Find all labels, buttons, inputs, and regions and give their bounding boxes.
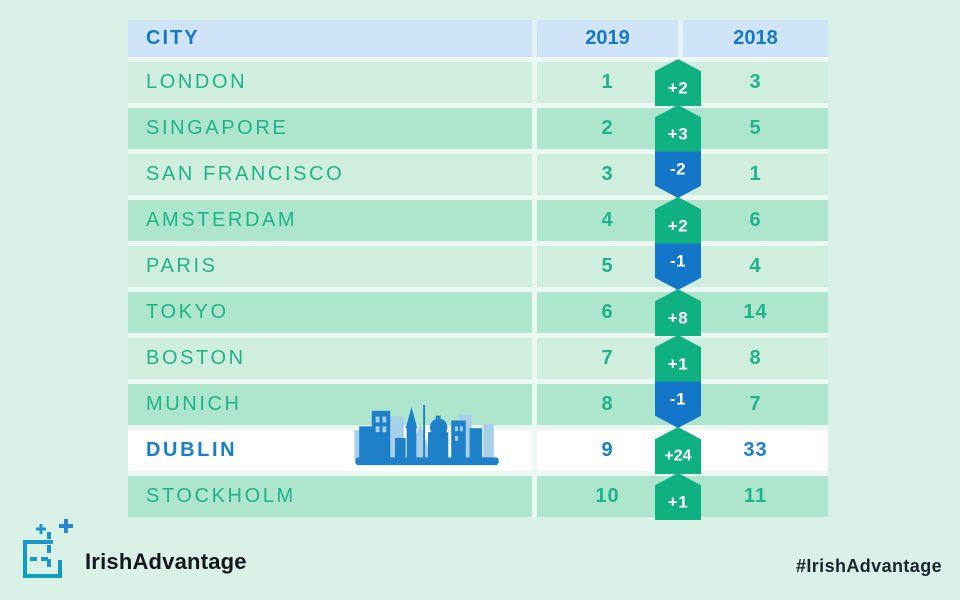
irish-advantage-logo-icon	[23, 519, 73, 578]
rank-2018-value: 11	[743, 485, 768, 507]
rank-2019-cell: 7	[537, 338, 678, 379]
table-header-row: CITY 2019 2018	[128, 20, 828, 57]
rank-2018-value: 5	[749, 117, 762, 139]
dublin-skyline-icon	[354, 405, 499, 466]
table-row: BOSTON	[128, 335, 828, 382]
brand-name: IrishAdvantage	[85, 549, 247, 574]
city-cell: SINGAPORE	[128, 108, 532, 149]
table-row: SINGAPORE	[128, 105, 828, 152]
city-name: SAN FRANCISCO	[146, 163, 345, 185]
rank-2018-cell: 1	[683, 154, 828, 195]
rank-change-value: -1	[669, 389, 687, 408]
rank-2018-value: 8	[749, 347, 762, 369]
rank-2018-cell: 4	[683, 246, 828, 287]
rank-2019-value: 2	[601, 117, 614, 139]
hashtag-label: #IrishAdvantage	[795, 556, 942, 576]
city-cell: PARIS	[128, 246, 532, 287]
rank-2018-cell: 3	[683, 62, 828, 103]
rank-2019-cell: 1	[537, 62, 678, 103]
rank-2018-cell: 5	[683, 108, 828, 149]
table-row: DUBLIN	[128, 405, 828, 474]
city-name: BOSTON	[146, 347, 246, 369]
table-row: PARIS	[128, 243, 828, 290]
rank-2018-cell: 8	[683, 338, 828, 379]
city-name: LONDON	[146, 71, 248, 93]
table-row: LONDON	[128, 59, 828, 106]
table-row: STOCKHOLM	[128, 473, 828, 520]
rank-2019-cell: 9	[537, 430, 678, 471]
city-cell: DUBLIN	[128, 405, 532, 471]
rank-2018-cell: 14	[683, 292, 828, 333]
header-2018: 2018	[683, 20, 828, 57]
rank-2018-value: 1	[749, 163, 762, 185]
rank-2019-value: 3	[601, 163, 614, 185]
city-cell: SAN FRANCISCO	[128, 154, 532, 195]
city-name: MUNICH	[146, 393, 242, 415]
rank-2019-value: 8	[601, 393, 614, 415]
rank-2019-value: 7	[601, 347, 614, 369]
header-city: CITY	[128, 20, 532, 57]
header-2019: 2019	[537, 20, 678, 57]
city-name: STOCKHOLM	[146, 485, 296, 507]
rank-2019-value: 9	[601, 439, 614, 461]
rank-change-value: -2	[669, 159, 687, 178]
rank-2019-cell: 2	[537, 108, 678, 149]
city-cell: TOKYO	[128, 292, 532, 333]
city-name: DUBLIN	[146, 439, 238, 461]
rank-change-value: +24	[664, 447, 692, 464]
rank-2018-cell: 33	[683, 430, 828, 471]
rank-2019-cell: 5	[537, 246, 678, 287]
rank-2019-value: 5	[601, 255, 614, 277]
rank-2019-cell: 8	[537, 384, 678, 425]
city-ranking-table: CITY 2019 2018 LONDON	[128, 20, 828, 520]
rank-2019-cell: 10	[537, 476, 678, 517]
rank-change-value: -1	[669, 251, 687, 270]
rank-2019-cell: 3	[537, 154, 678, 195]
rank-2018-cell: 7	[683, 384, 828, 425]
rank-change-value: +3	[667, 124, 689, 143]
rank-2019-value: 10	[595, 485, 620, 507]
city-name: TOKYO	[146, 301, 229, 323]
rank-2018-cell: 11	[683, 476, 828, 517]
table-row: TOKYO	[128, 289, 828, 336]
rank-2018-value: 33	[743, 439, 768, 461]
city-cell: LONDON	[128, 62, 532, 103]
city-cell: BOSTON	[128, 338, 532, 379]
table-row: AMSTERDAM	[128, 197, 828, 244]
city-name: SINGAPORE	[146, 117, 289, 139]
city-cell: STOCKHOLM	[128, 476, 532, 517]
rank-2018-value: 4	[749, 255, 762, 277]
rank-2018-value: 7	[749, 393, 762, 415]
rank-2018-value: 3	[749, 71, 762, 93]
rank-2018-value: 6	[749, 209, 762, 231]
rank-2019-value: 4	[601, 209, 614, 231]
rank-2019-cell: 4	[537, 200, 678, 241]
table-row: SAN FRANCISCO	[128, 151, 828, 198]
rank-2018-cell: 6	[683, 200, 828, 241]
rank-change-value: +1	[667, 492, 689, 511]
rank-2019-cell: 6	[537, 292, 678, 333]
table-body: LONDON	[128, 59, 828, 520]
rank-change-value: +1	[667, 354, 689, 373]
table-row: MUNICH	[128, 381, 828, 428]
rank-change-value: +2	[667, 78, 689, 97]
city-name: AMSTERDAM	[146, 209, 298, 231]
rank-2019-value: 1	[601, 71, 614, 93]
city-cell: AMSTERDAM	[128, 200, 532, 241]
rank-2019-value: 6	[601, 301, 614, 323]
rank-change-value: +2	[667, 216, 689, 235]
city-name: PARIS	[146, 255, 218, 277]
rank-change-value: +8	[667, 308, 689, 327]
rank-2018-value: 14	[743, 301, 768, 323]
